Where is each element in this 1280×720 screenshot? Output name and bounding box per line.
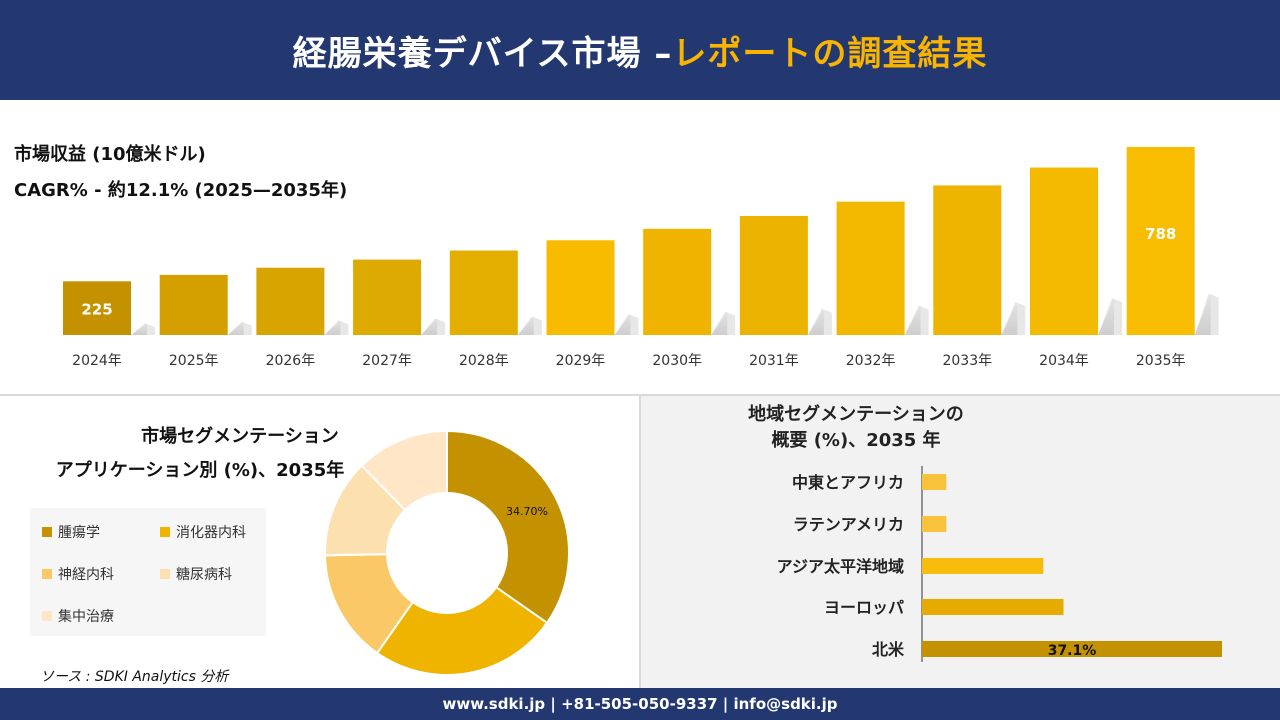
legend-item: 神経内科: [42, 564, 114, 584]
donut-slice: [375, 585, 549, 676]
legend-item: 消化器内科: [160, 522, 246, 542]
bar-shadow: [904, 305, 929, 335]
region-title-line1: 地域セグメンテーションの: [748, 404, 964, 425]
revenue-bar: [1126, 147, 1195, 335]
title-accent: レポートの調査結果: [672, 33, 988, 74]
revenue-bar: [1030, 167, 1098, 335]
data-label: 225: [81, 300, 112, 318]
x-tick-label: 2029年: [556, 353, 606, 369]
region-bar: [922, 558, 1044, 574]
segment-title-line1: 市場セグメンテーション: [141, 426, 339, 447]
bar-shadow: [1194, 293, 1219, 335]
header-banner: 経腸栄養デバイス市場 –レポートの調査結果: [0, 0, 1280, 100]
legend-label: 集中治療: [58, 609, 114, 625]
source-note: ソース : SDKI Analytics 分析: [40, 669, 229, 685]
region-bar: [922, 599, 1064, 615]
revenue-bar: [643, 228, 712, 335]
application-legend: 腫瘍学 消化器内科神経内科 糖尿病科集中治療: [30, 508, 266, 636]
legend-swatch: [42, 569, 52, 579]
revenue-bar: [546, 240, 615, 335]
region-bar: [922, 641, 1222, 657]
section-divider: [0, 394, 1280, 396]
x-tick-label: 2026年: [266, 353, 316, 369]
revenue-bar: [256, 267, 325, 335]
revenue-title: 市場収益 (10億米ドル): [14, 144, 206, 165]
x-tick-label: 2031年: [749, 353, 799, 369]
legend-label: 神経内科: [58, 567, 114, 583]
application-donut-chart: 34.70%: [324, 429, 570, 676]
bar-shadow: [421, 318, 446, 335]
bar-shadow: [1001, 302, 1026, 335]
donut-slice: [360, 429, 448, 512]
bar-shadow: [227, 321, 252, 335]
x-tick-label: 2032年: [846, 353, 896, 369]
donut-slice: [446, 429, 570, 625]
title-main: 経腸栄養デバイス市場 –: [292, 33, 673, 74]
legend-label: 腫瘍学: [58, 525, 100, 541]
bar-shadow: [614, 314, 639, 335]
region-panel: [641, 396, 1280, 688]
contact-info: www.sdki.jp | +81-505-050-9337 | info@sd…: [442, 695, 838, 713]
footer-bar: www.sdki.jp | +81-505-050-9337 | info@sd…: [0, 688, 1280, 720]
page-title: 経腸栄養デバイス市場 –レポートの調査結果: [293, 26, 988, 75]
region-label: 北米: [872, 640, 905, 659]
donut-data-label: 34.70%: [506, 505, 548, 518]
revenue-bar: [739, 215, 808, 335]
revenue-bar: [63, 281, 131, 335]
region-bar: [922, 516, 947, 532]
panel-divider: [639, 396, 641, 688]
region-label: 中東とアフリカ: [792, 473, 904, 492]
legend-label: 消化器内科: [176, 525, 246, 541]
revenue-bar: [449, 250, 518, 335]
region-label: アジア太平洋地域: [777, 557, 904, 576]
region-bar: [922, 474, 947, 490]
bar-shadow: [711, 311, 736, 335]
legend-item: 糖尿病科: [160, 564, 232, 584]
segment-title-line2: アプリケーション別 (%)、2035年: [55, 460, 345, 481]
bar-shadow: [324, 320, 349, 335]
legend-label: 糖尿病科: [176, 567, 232, 583]
revenue-bar: [836, 201, 905, 335]
legend-item: 腫瘍学: [42, 522, 100, 542]
legend-swatch: [42, 527, 52, 537]
x-tick-label: 2024年: [72, 353, 122, 369]
x-tick-label: 2025年: [169, 353, 219, 369]
x-tick-label: 2030年: [652, 353, 702, 369]
revenue-bar: [353, 259, 422, 335]
region-label: ヨーロッパ: [824, 598, 904, 617]
bar-shadow: [807, 308, 832, 335]
x-tick-label: 2034年: [1039, 353, 1089, 369]
bar-shadow: [131, 323, 155, 335]
legend-swatch: [160, 527, 170, 537]
x-tick-label: 2028年: [459, 353, 509, 369]
region-title: 地域セグメンテーションの 概要 (%)、2035 年: [641, 402, 1071, 454]
legend-swatch: [160, 569, 170, 579]
data-label: 788: [1145, 225, 1176, 243]
region-title-line2: 概要 (%)、2035 年: [771, 430, 941, 451]
x-tick-label: 2027年: [362, 353, 412, 369]
revenue-cagr: CAGR% - 約12.1% (2025—2035年): [14, 180, 348, 201]
revenue-bar-chart: 2024年 225 2025年 2026年 2027年 2028年 2029年 2030年 20…: [63, 147, 1219, 369]
revenue-bar: [159, 274, 228, 335]
legend-swatch: [42, 611, 52, 621]
legend-item: 集中治療: [42, 606, 114, 626]
revenue-bar: [933, 185, 1002, 335]
data-label: 37.1%: [1048, 643, 1097, 659]
x-tick-label: 2033年: [942, 353, 992, 369]
bar-shadow: [1098, 298, 1122, 335]
x-tick-label: 2035年: [1136, 353, 1186, 369]
bar-shadow: [517, 316, 542, 335]
region-label: ラテンアメリカ: [793, 515, 904, 534]
